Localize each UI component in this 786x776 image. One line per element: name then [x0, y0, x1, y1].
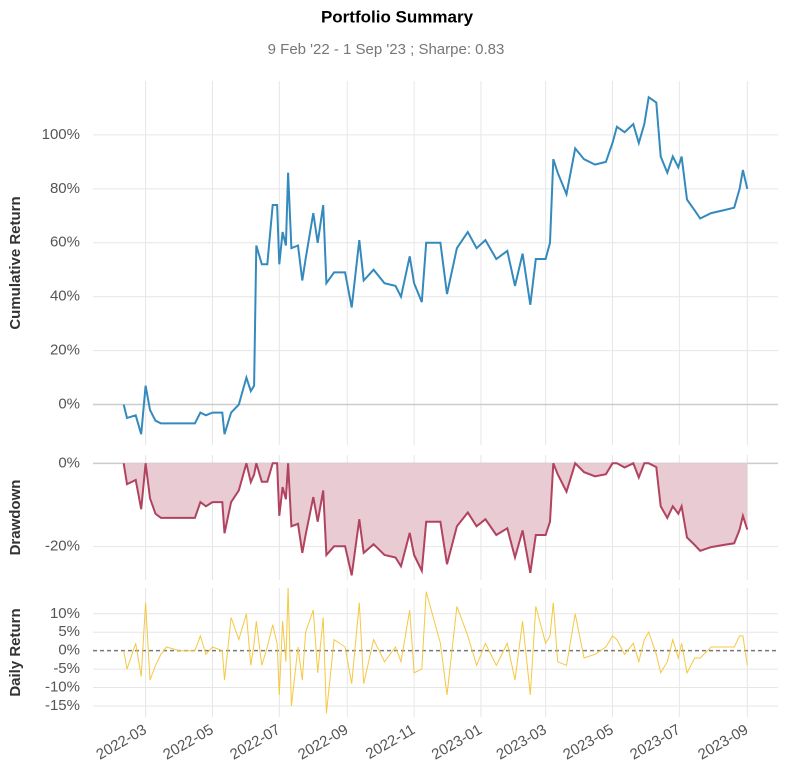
x-tick-label: 2022-03 [93, 721, 149, 763]
x-tick-label: 2023-01 [429, 721, 485, 763]
y-tick-label: -5% [53, 660, 80, 677]
y-tick-label: -15% [45, 697, 80, 714]
y-tick-label: 40% [50, 288, 80, 305]
series-line [122, 95, 749, 435]
x-tick-label: 2023-07 [627, 721, 683, 763]
x-tick-label: 2022-05 [160, 721, 216, 763]
y-tick-label: 0% [58, 454, 80, 471]
y-tick-label: -20% [45, 538, 80, 555]
y-tick-label: -10% [45, 678, 80, 695]
y-tick-label: 0% [58, 642, 80, 659]
series-line [122, 461, 749, 576]
y-tick-label: 5% [58, 623, 80, 640]
x-tick-label: 2023-05 [560, 721, 616, 763]
y-tick-label: 20% [50, 342, 80, 359]
x-tick-label: 2023-09 [695, 721, 751, 763]
x-tick-label: 2023-03 [493, 721, 549, 763]
y-axis-label: Daily Return [7, 608, 24, 696]
x-tick-label: 2022-09 [295, 721, 351, 763]
y-tick-label: 60% [50, 234, 80, 251]
y-tick-label: 100% [42, 126, 80, 143]
y-tick-label: 0% [58, 396, 80, 413]
chart-subtitle: 9 Feb '22 - 1 Sep '23 ; Sharpe: 0.83 [268, 41, 505, 58]
y-tick-label: 80% [50, 180, 80, 197]
chart-title: Portfolio Summary [321, 7, 474, 26]
drawdown-area [123, 463, 748, 576]
x-tick-label: 2022-07 [227, 721, 283, 763]
y-axis-label: Cumulative Return [7, 196, 24, 329]
x-tick-label: 2022-11 [363, 721, 418, 763]
y-axis-label: Drawdown [7, 480, 24, 556]
series-line [123, 587, 748, 714]
y-tick-label: 10% [50, 605, 80, 622]
